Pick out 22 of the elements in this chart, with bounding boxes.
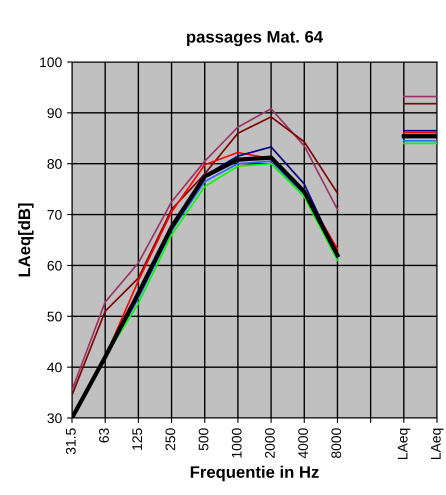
x-tick-label: 2000 <box>264 428 275 458</box>
y-tick-label: 30 <box>47 413 62 424</box>
y-tick-label: 60 <box>48 260 62 271</box>
x-tick-label: 1000 <box>232 428 242 458</box>
y-tick-label: 100 <box>40 57 62 68</box>
x-tick-label: LAeq <box>398 428 410 460</box>
x-tick-label: 125 <box>132 428 142 450</box>
y-axis-title: LAeq[dB] <box>18 203 34 276</box>
x-tick-label: 31.5 <box>66 428 76 454</box>
x-tick-label: 8000 <box>331 428 342 458</box>
x-axis-title: Frequentie in Hz <box>190 466 319 482</box>
y-tick-label: 80 <box>47 159 62 169</box>
y-tick-label: 50 <box>47 312 62 322</box>
x-tick-label: 250 <box>165 428 176 450</box>
x-tick-label: 4000 <box>298 428 308 458</box>
x-tick-label: 500 <box>198 428 208 450</box>
x-tick-label: 63 <box>99 428 109 442</box>
x-tick-label: LAeq <box>431 428 444 460</box>
y-tick-label: 90 <box>47 108 62 118</box>
y-tick-label: 70 <box>48 210 62 220</box>
chart-title: passages Mat. 64 <box>187 30 323 46</box>
y-tick-label: 40 <box>47 362 62 372</box>
